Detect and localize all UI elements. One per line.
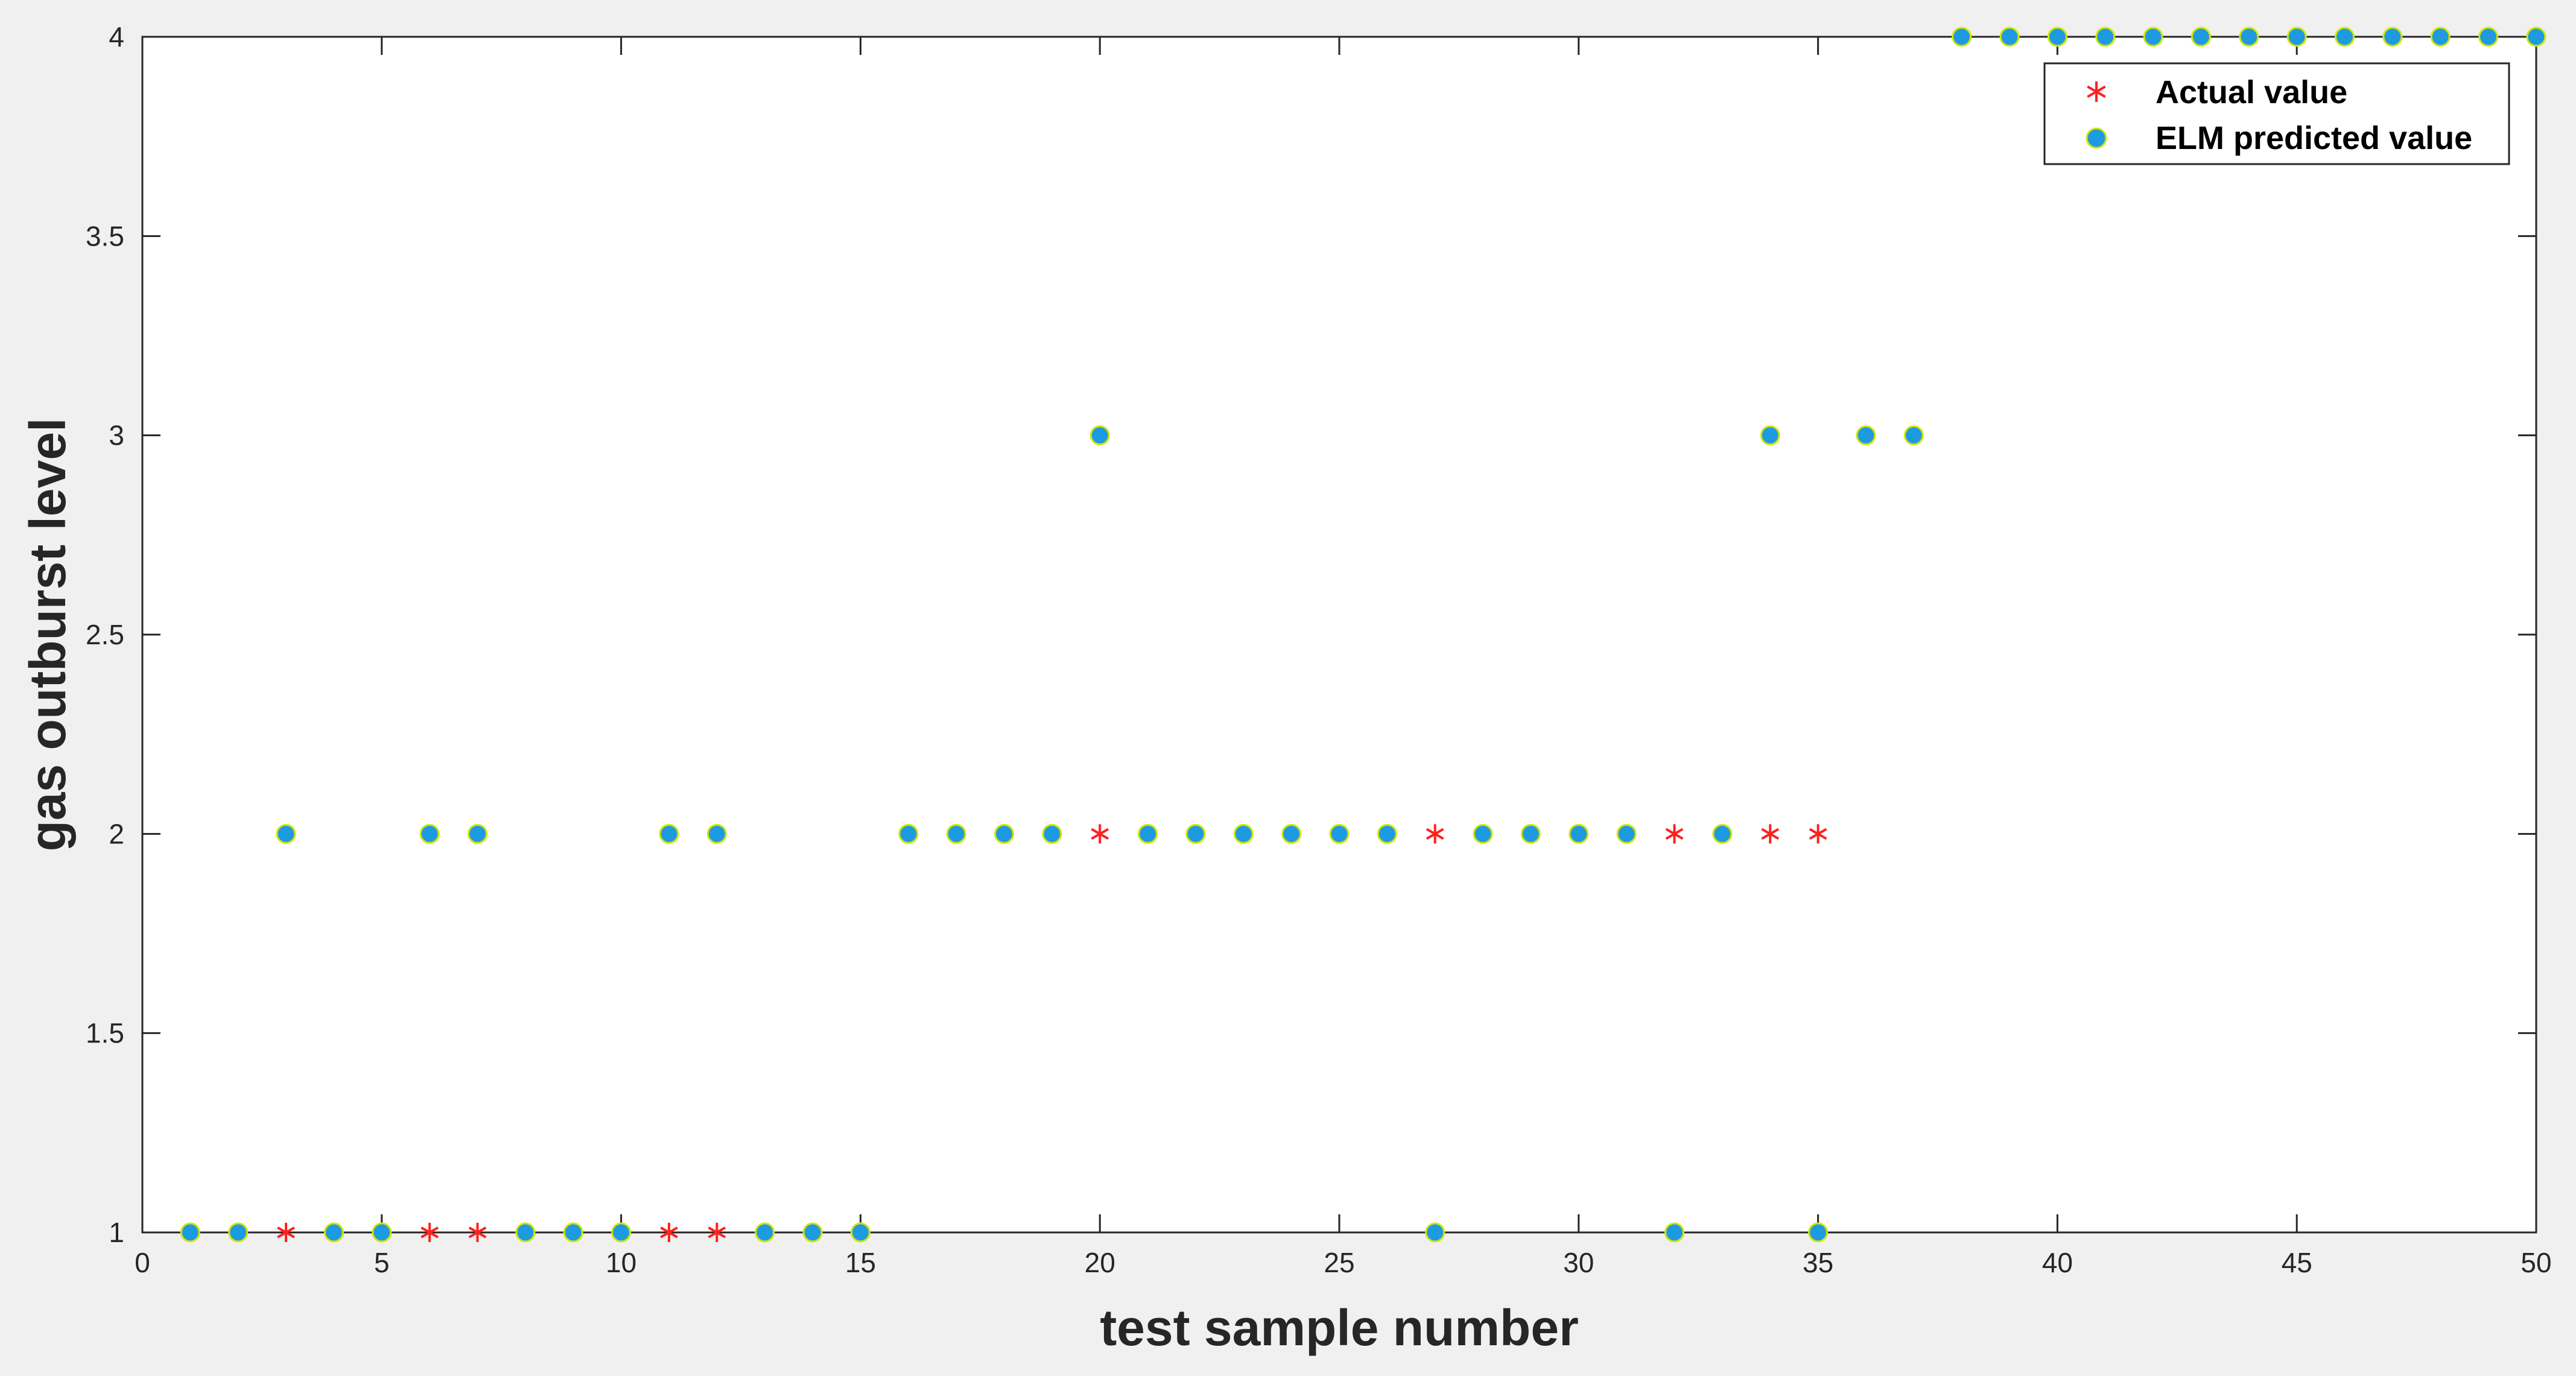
y-axis-title: gas outburst level [19, 418, 76, 852]
x-tick-label: 45 [2282, 1247, 2312, 1278]
actual-point [1809, 824, 1827, 844]
predicted-point [1042, 823, 1062, 844]
actual-point [1665, 824, 1684, 844]
y-tick-label: 1 [109, 1217, 124, 1248]
predicted-point [2286, 27, 2307, 47]
y-tick-label: 1.5 [86, 1018, 124, 1049]
predicted-point [276, 823, 296, 844]
predicted-point [2143, 27, 2163, 47]
actual-point [660, 1223, 678, 1242]
predicted-point [1425, 1222, 1445, 1243]
legend-marker-elm [2086, 127, 2107, 149]
predicted-point [611, 1222, 632, 1243]
predicted-point [1808, 1222, 1829, 1243]
predicted-point [180, 1222, 200, 1243]
x-tick-label: 5 [374, 1247, 390, 1278]
predicted-point [1952, 27, 1972, 47]
predicted-point [1281, 823, 1302, 844]
x-tick-label: 40 [2042, 1247, 2073, 1278]
legend: Actual value ELM predicted value [2043, 62, 2510, 165]
predicted-point [1185, 823, 1206, 844]
predicted-point [1903, 425, 1924, 446]
predicted-point [323, 1222, 344, 1243]
predicted-point [898, 823, 919, 844]
predicted-point [2478, 27, 2499, 47]
legend-circle-icon [2086, 127, 2107, 149]
predicted-point [2095, 27, 2116, 47]
predicted-point [946, 823, 966, 844]
predicted-point [2430, 27, 2451, 47]
actual-point [277, 1223, 295, 1242]
actual-point [708, 1223, 726, 1242]
predicted-point [1616, 823, 1637, 844]
predicted-point [1138, 823, 1158, 844]
x-tick-label: 30 [1563, 1247, 1594, 1278]
actual-point [468, 1223, 487, 1242]
predicted-point [1999, 27, 2020, 47]
predicted-point [1520, 823, 1541, 844]
predicted-point [755, 1222, 775, 1243]
legend-asterisk-icon [2087, 81, 2106, 102]
predicted-point [659, 823, 679, 844]
predicted-point [2335, 27, 2355, 47]
x-axis-title: test sample number [1100, 1299, 1579, 1356]
predicted-point [2239, 27, 2259, 47]
x-tick-label: 20 [1085, 1247, 1115, 1278]
predicted-point [419, 823, 440, 844]
predicted-point [2191, 27, 2211, 47]
predicted-point [2047, 27, 2067, 47]
actual-point [1426, 824, 1444, 844]
predicted-point [372, 1222, 392, 1243]
predicted-point [1090, 425, 1110, 446]
predicted-point [1664, 1222, 1685, 1243]
legend-label-elm: ELM predicted value [2156, 120, 2472, 156]
plot-area [141, 36, 2537, 1234]
y-tick-label: 3 [109, 420, 124, 451]
y-axis: 1 1.5 2 2.5 3 3.5 4 [86, 21, 2536, 1248]
x-tick-label: 50 [2520, 1247, 2551, 1278]
y-tick-label: 3.5 [86, 220, 124, 252]
predicted-point [994, 823, 1014, 844]
x-axis: 0 5 10 15 20 25 30 35 40 45 50 [135, 37, 2552, 1278]
legend-box [2043, 62, 2510, 165]
predicted-point [515, 1222, 536, 1243]
legend-marker-actual [2087, 81, 2106, 102]
y-tick-label: 2.5 [86, 619, 124, 650]
predicted-point [1473, 823, 1493, 844]
predicted-point [1856, 425, 1876, 446]
actual-point [420, 1223, 439, 1242]
predicted-point [228, 1222, 249, 1243]
predicted-point [802, 1222, 823, 1243]
predicted-point [468, 823, 488, 844]
predicted-point [1712, 823, 1733, 844]
predicted-point [1377, 823, 1397, 844]
x-tick-label: 0 [135, 1247, 150, 1278]
predicted-point [1233, 823, 1254, 844]
actual-point [1761, 824, 1780, 844]
predicted-point [850, 1222, 871, 1243]
y-tick-label: 2 [109, 818, 124, 849]
predicted-point [1760, 425, 1780, 446]
predicted-point [2382, 27, 2403, 47]
x-tick-label: 10 [606, 1247, 636, 1278]
y-tick-label: 4 [109, 21, 124, 52]
actual-point [1091, 824, 1109, 844]
predicted-point [706, 823, 727, 844]
predicted-point [1569, 823, 1589, 844]
x-tick-label: 35 [1803, 1247, 1833, 1278]
predicted-point [563, 1222, 583, 1243]
x-tick-label: 25 [1324, 1247, 1354, 1278]
legend-label-actual: Actual value [2156, 74, 2347, 110]
predicted-point [1329, 823, 1350, 844]
data-points [180, 27, 2546, 1243]
x-tick-label: 15 [845, 1247, 876, 1278]
predicted-point [2526, 27, 2546, 47]
